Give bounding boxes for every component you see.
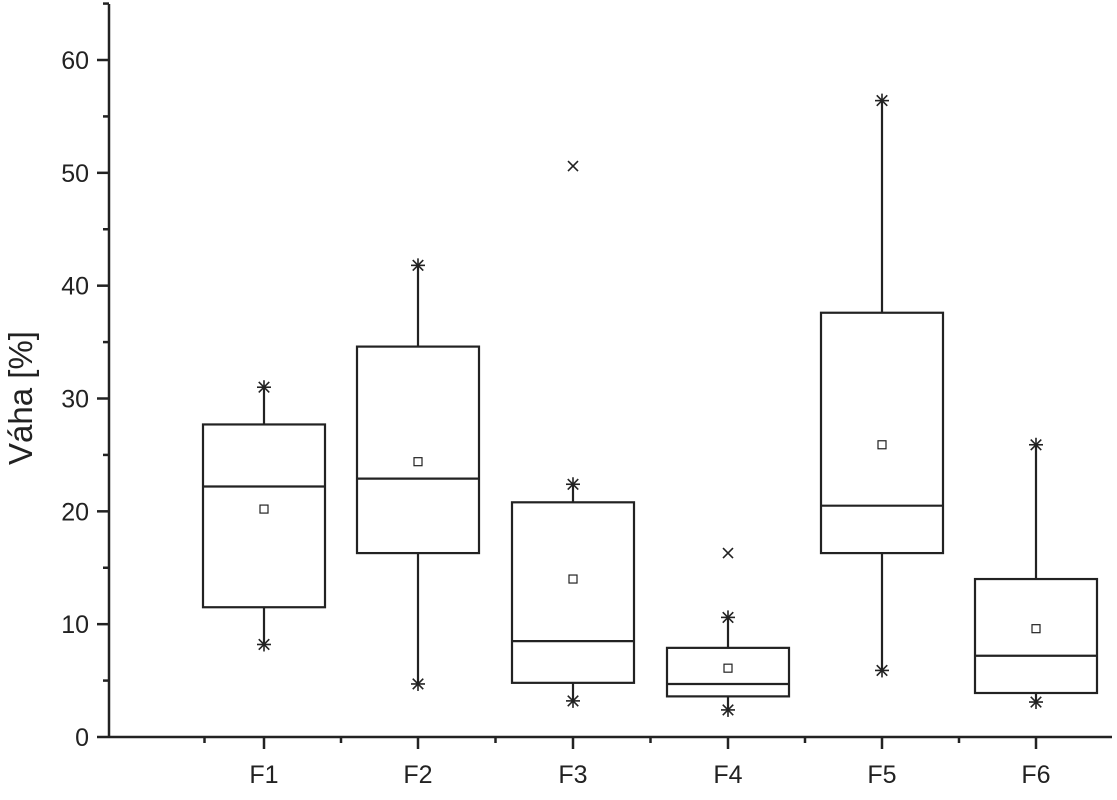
min-marker bbox=[875, 663, 889, 678]
star-stroke bbox=[567, 478, 579, 491]
max-marker bbox=[1029, 437, 1043, 452]
star-stroke bbox=[876, 664, 888, 677]
box-f3 bbox=[510, 484, 636, 701]
box-f2 bbox=[355, 265, 481, 684]
y-tick-label: 30 bbox=[61, 386, 89, 414]
y-tick-label: 50 bbox=[61, 160, 89, 188]
cross-stroke bbox=[567, 160, 579, 172]
min-marker bbox=[721, 702, 735, 717]
min-marker bbox=[566, 693, 580, 708]
mean-marker bbox=[413, 457, 423, 467]
y-tick-label: 40 bbox=[61, 273, 89, 301]
mean-marker bbox=[568, 574, 578, 584]
box-f5 bbox=[819, 100, 945, 671]
mean-marker bbox=[1031, 624, 1041, 634]
min-marker bbox=[257, 637, 271, 652]
max-marker bbox=[566, 477, 580, 492]
max-marker bbox=[721, 610, 735, 625]
y-tick-label: 20 bbox=[61, 498, 89, 526]
x-tick-label: F4 bbox=[713, 761, 742, 789]
max-marker bbox=[875, 93, 889, 108]
iqr-box bbox=[201, 423, 327, 609]
max-marker bbox=[257, 380, 271, 395]
outlier-marker bbox=[722, 547, 734, 559]
mean-marker bbox=[877, 440, 887, 450]
box-f1 bbox=[201, 387, 327, 645]
star-stroke bbox=[412, 259, 424, 272]
min-marker bbox=[411, 676, 425, 691]
y-tick-label: 0 bbox=[75, 724, 89, 752]
y-tick-label: 60 bbox=[61, 47, 89, 75]
y-tick-label: 10 bbox=[61, 611, 89, 639]
star-stroke bbox=[722, 704, 734, 716]
min-marker bbox=[1029, 695, 1043, 710]
box-f4 bbox=[665, 617, 791, 710]
x-tick-label: F2 bbox=[403, 761, 432, 789]
box-f6 bbox=[973, 444, 1099, 703]
star-stroke bbox=[258, 638, 270, 651]
star-stroke bbox=[412, 678, 424, 690]
mean-marker bbox=[723, 663, 733, 673]
iqr-box bbox=[973, 577, 1099, 695]
x-tick-label: F3 bbox=[558, 761, 587, 789]
axes: 0 10 20 30 40 50 60 F1 F2 F3 F4 F5 F6 bbox=[61, 2, 1112, 789]
x-tick-label: F6 bbox=[1021, 761, 1050, 789]
iqr-box bbox=[819, 311, 945, 555]
cross-stroke bbox=[722, 547, 734, 559]
star-stroke bbox=[258, 381, 270, 394]
x-tick-label: F5 bbox=[867, 761, 896, 789]
star-stroke bbox=[1030, 696, 1042, 708]
iqr-box bbox=[355, 345, 481, 555]
mean-marker bbox=[259, 504, 269, 514]
outlier-marker bbox=[567, 160, 579, 172]
plot-area bbox=[201, 93, 1099, 717]
star-stroke bbox=[1030, 438, 1042, 451]
star-stroke bbox=[876, 94, 888, 107]
star-stroke bbox=[722, 611, 734, 624]
star-stroke bbox=[567, 695, 579, 707]
max-marker bbox=[411, 258, 425, 273]
x-tick-label: F1 bbox=[249, 761, 278, 789]
y-axis-label: Váha [%] bbox=[2, 331, 39, 465]
iqr-box bbox=[510, 501, 636, 684]
